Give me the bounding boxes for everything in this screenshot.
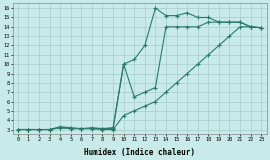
X-axis label: Humidex (Indice chaleur): Humidex (Indice chaleur) xyxy=(84,148,195,156)
